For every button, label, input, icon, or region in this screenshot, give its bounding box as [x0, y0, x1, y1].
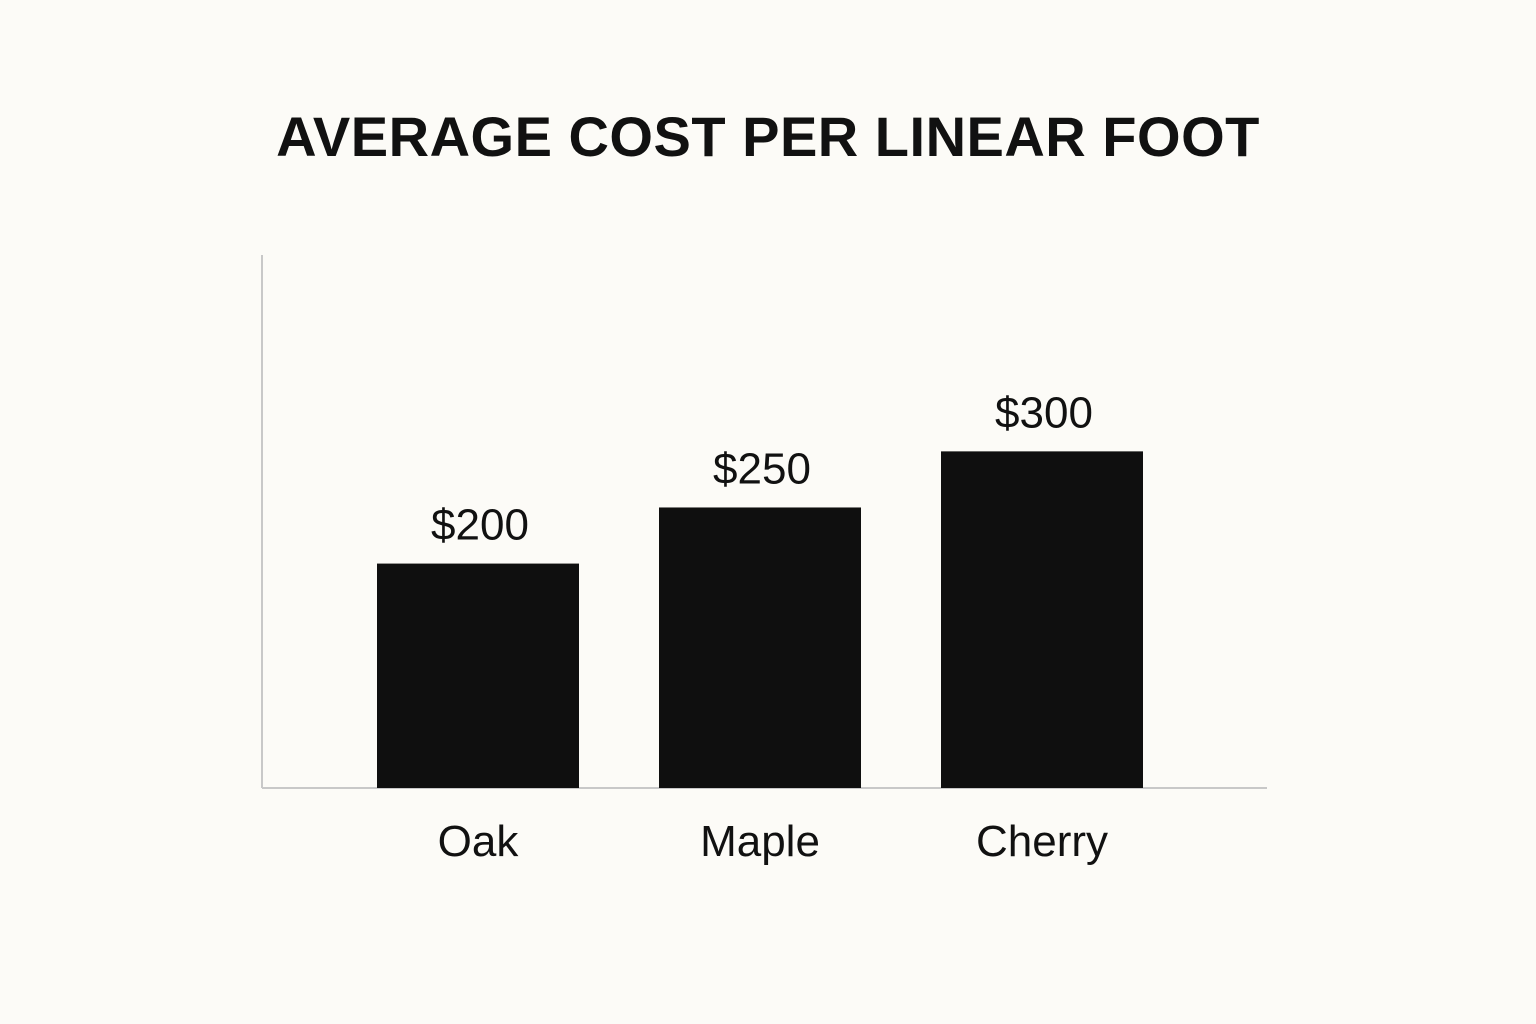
bar-cherry [941, 451, 1143, 788]
value-label-oak: $200 [431, 501, 529, 550]
bar-oak [377, 563, 579, 788]
bar-maple [659, 507, 861, 788]
x-tick-label-oak: Oak [438, 817, 520, 866]
chart-title: AVERAGE COST PER LINEAR FOOT [276, 105, 1260, 168]
x-tick-label-maple: Maple [700, 817, 820, 866]
x-tick-label-cherry: Cherry [976, 817, 1108, 866]
value-label-maple: $250 [713, 444, 811, 493]
bars-group: $200 Oak $250 Maple $300 Cherry [377, 388, 1143, 866]
value-label-cherry: $300 [995, 388, 1093, 437]
